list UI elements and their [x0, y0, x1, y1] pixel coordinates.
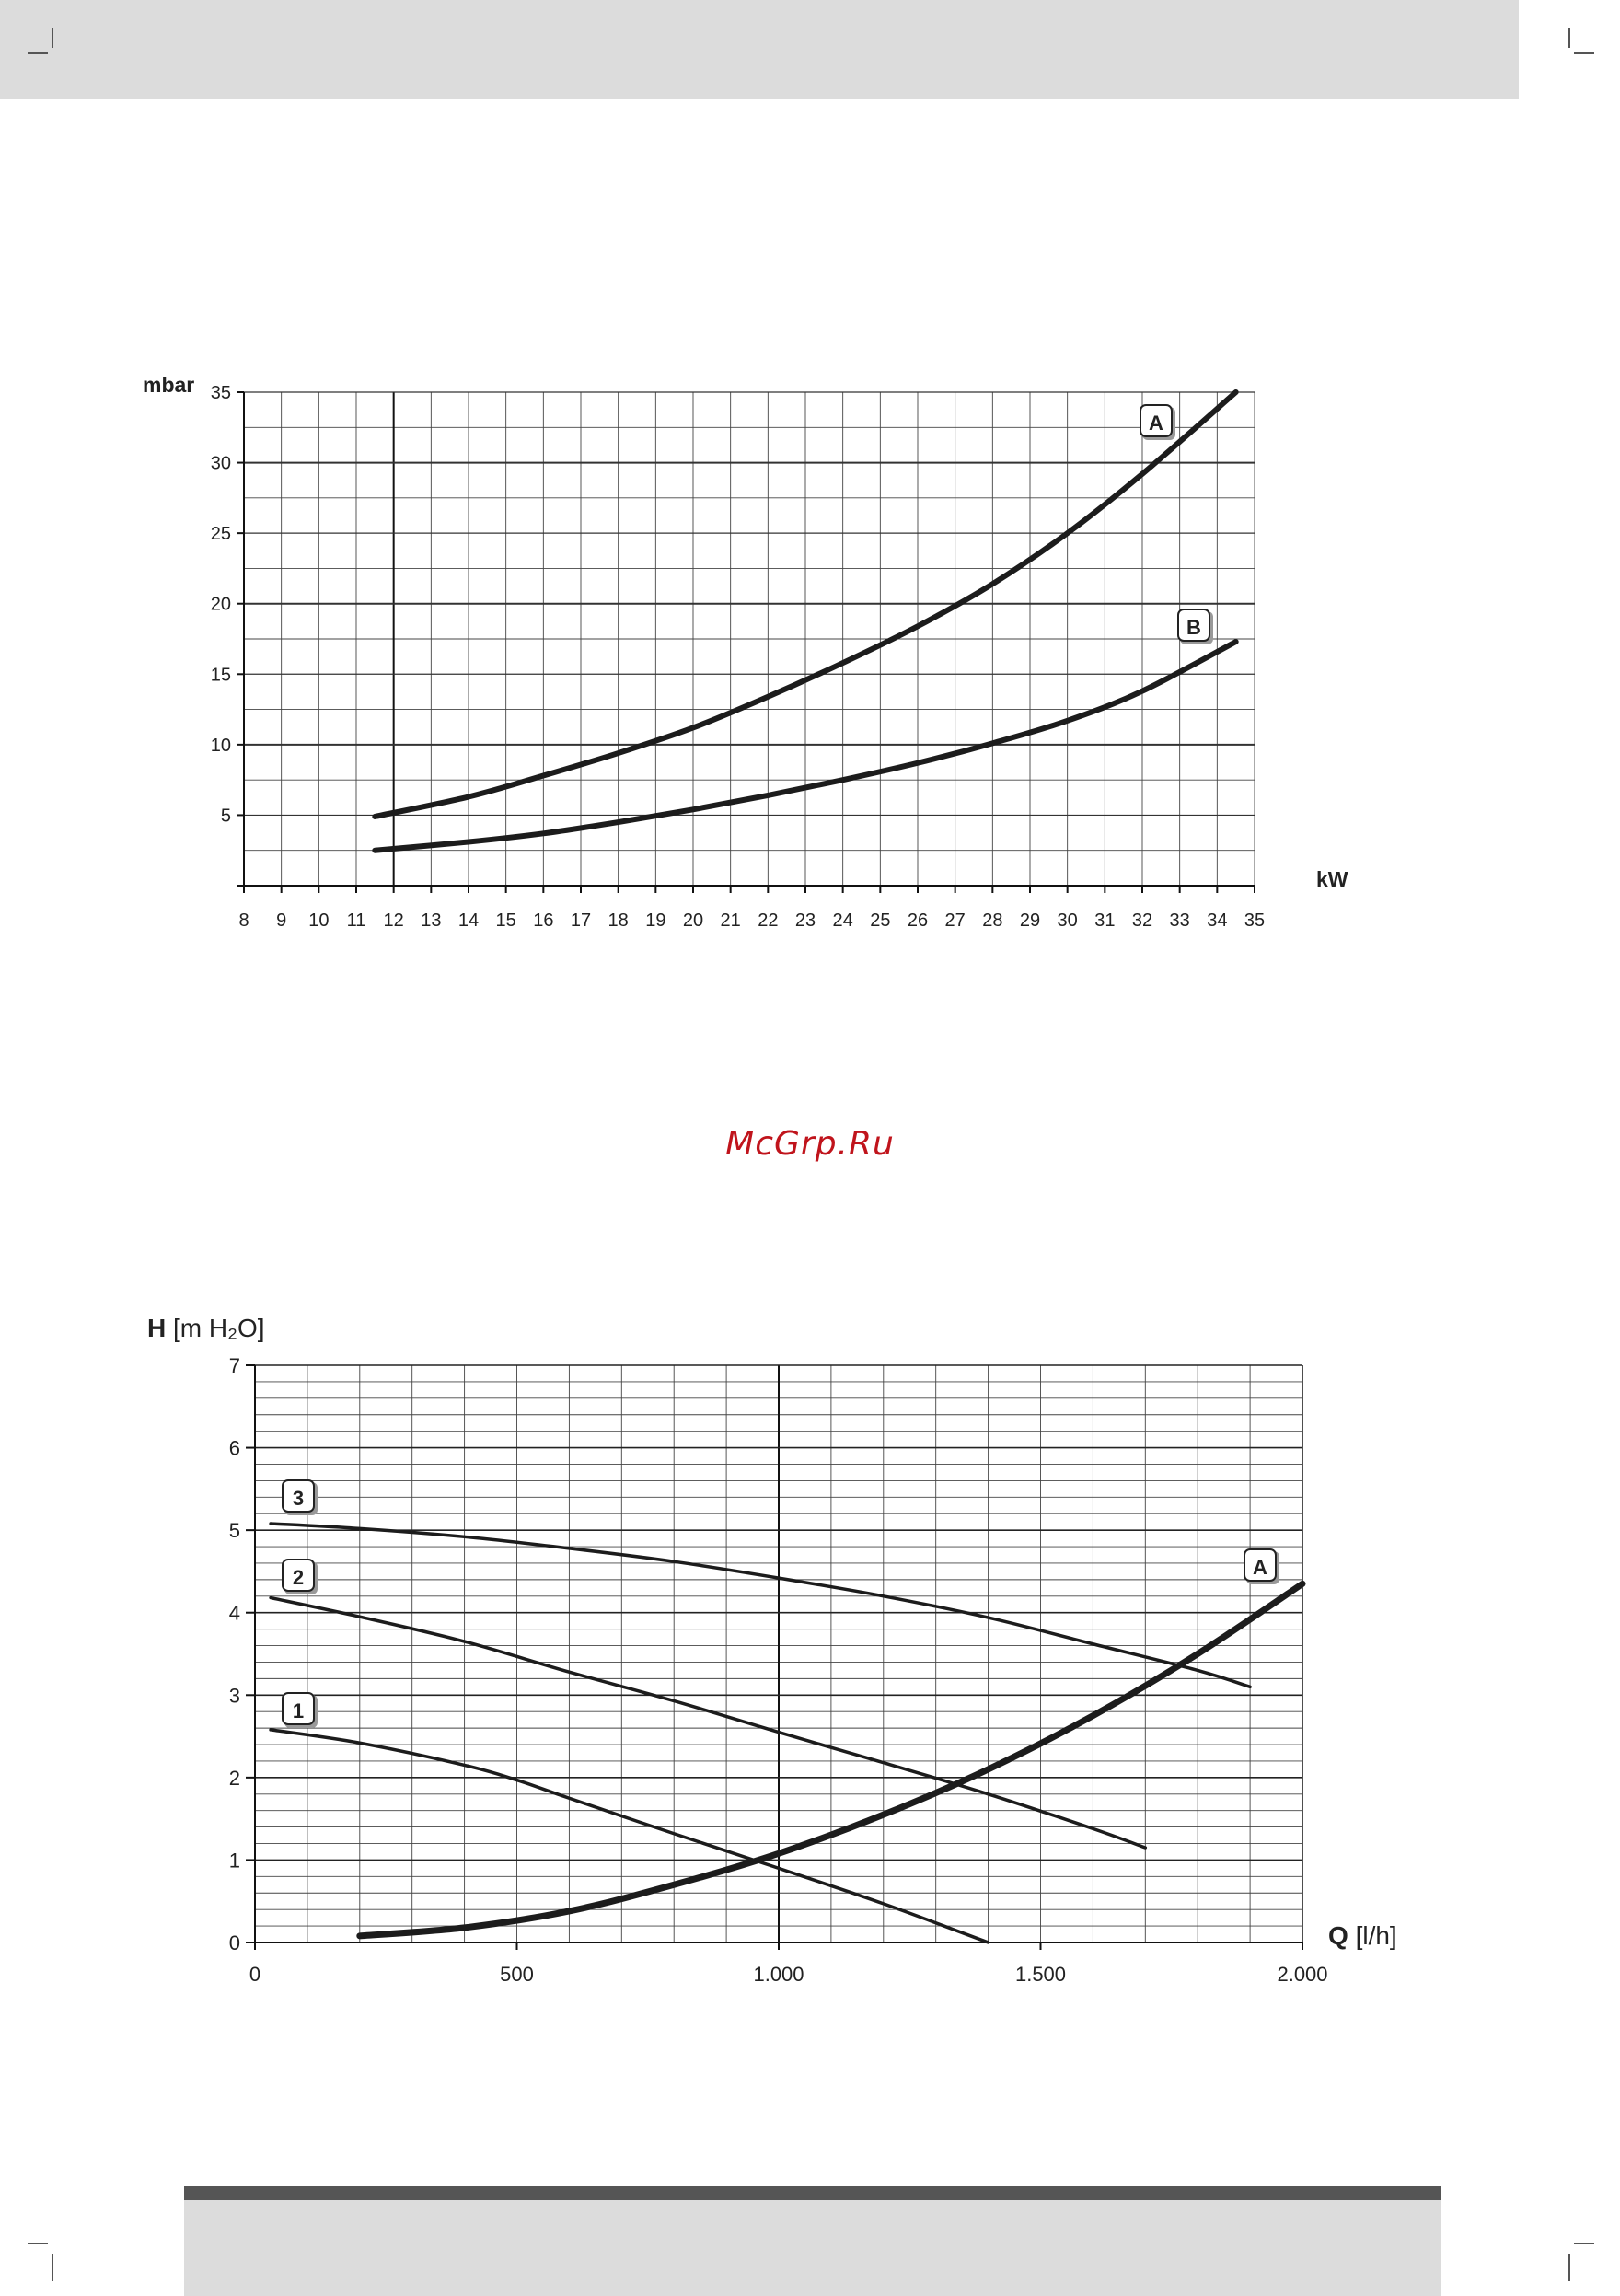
x-tick-label: 14 — [458, 910, 479, 931]
x-tick-label: 27 — [945, 910, 966, 931]
y-tick-label: 10 — [211, 736, 231, 756]
series-line-B — [372, 639, 1239, 853]
y-axis-label: H [m H₂O] — [147, 1314, 265, 1342]
x-tick-label: 17 — [571, 910, 591, 931]
series-badge-A-box — [1140, 404, 1173, 437]
footer-bar — [184, 2186, 1441, 2200]
footer-band — [184, 2200, 1441, 2296]
crop-mark-bottom-left-v — [52, 2254, 53, 2281]
watermark: McGrp.Ru — [725, 1125, 895, 1163]
crop-mark-top-right-v — [1568, 28, 1570, 48]
x-tick-label: 20 — [683, 910, 703, 931]
x-tick-label: 1.000 — [753, 1963, 804, 1986]
crop-mark-top-right-h — [1574, 52, 1594, 54]
x-axis-label: Q [l/h] — [1328, 1921, 1397, 1950]
series-badge-1-box — [282, 1692, 315, 1725]
y-tick-label: 20 — [211, 595, 231, 615]
series-line-A — [356, 1580, 1306, 1940]
series-line-1 — [269, 1728, 990, 1944]
crop-mark-bottom-left-h — [28, 2243, 48, 2244]
y-tick-label: 0 — [229, 1931, 240, 1954]
x-tick-label: 0 — [249, 1963, 260, 1986]
series-line-A — [372, 389, 1239, 819]
y-tick-label: 15 — [211, 665, 231, 685]
series-line-2 — [269, 1595, 1148, 1850]
x-tick-label: 15 — [496, 910, 516, 931]
x-tick-label: 25 — [870, 910, 890, 931]
series-badge-1-text: 1 — [293, 1699, 304, 1722]
x-tick-label: 30 — [1058, 910, 1078, 931]
series-badge-A-text: A — [1149, 412, 1163, 435]
x-tick-label: 22 — [758, 910, 778, 931]
x-tick-label: 26 — [908, 910, 928, 931]
x-tick-label: 28 — [982, 910, 1002, 931]
series-badge-B-text: B — [1186, 616, 1201, 639]
crop-mark-bottom-right-h — [1574, 2243, 1594, 2244]
y-tick-label: 6 — [229, 1437, 240, 1460]
y-tick-label: 30 — [211, 454, 231, 474]
x-tick-label: 1.500 — [1015, 1963, 1066, 1986]
x-tick-label: 29 — [1020, 910, 1040, 931]
x-axis-label: kW — [1316, 867, 1348, 891]
x-tick-label: 11 — [347, 910, 366, 931]
series-badge-2-box — [282, 1559, 315, 1592]
y-tick-label: 4 — [229, 1602, 240, 1625]
series-badge-2-text: 2 — [293, 1566, 304, 1589]
y-tick-label: 1 — [229, 1849, 240, 1872]
crop-mark-top-left-h — [28, 52, 48, 54]
y-tick-label: 35 — [211, 383, 231, 403]
y-tick-label: 2 — [229, 1767, 240, 1790]
y-axis-label: mbar — [143, 373, 194, 397]
x-tick-label: 16 — [533, 910, 553, 931]
x-tick-label: 18 — [608, 910, 629, 931]
x-tick-label: 8 — [238, 910, 249, 931]
crop-mark-top-left-v — [52, 28, 53, 48]
x-tick-label: 19 — [645, 910, 665, 931]
x-tick-label: 12 — [384, 910, 404, 931]
series-badge-A-text: A — [1253, 1556, 1267, 1579]
x-tick-label: 2.000 — [1277, 1963, 1327, 1986]
series-badge-B-box — [1177, 609, 1210, 642]
pressure-loss-chart: 5 10 15 20 25 30 35 8 9 10 11 12 13 14 15 16 17 18 19 20 21 2… — [143, 373, 1348, 931]
top-header-band — [0, 0, 1519, 99]
x-tick-label: 32 — [1132, 910, 1152, 931]
series-badge-3-text: 3 — [293, 1487, 304, 1510]
series-badge-A-box — [1244, 1548, 1277, 1582]
y-tick-label: 25 — [211, 524, 231, 544]
x-tick-label: 35 — [1244, 910, 1265, 931]
x-tick-label: 31 — [1094, 910, 1115, 931]
x-tick-label: 24 — [833, 910, 853, 931]
y-tick-label: 5 — [221, 806, 231, 826]
pump-head-chart: 0 1 2 3 4 5 6 7 0 500 1.000 1.500 2.000 H [m H₂O] Q [l… — [147, 1314, 1397, 1986]
x-tick-label: 23 — [795, 910, 816, 931]
x-tick-label: 33 — [1170, 910, 1190, 931]
y-tick-label: 5 — [229, 1519, 240, 1542]
x-tick-label: 34 — [1207, 910, 1227, 931]
y-tick-label: 3 — [229, 1684, 240, 1707]
x-tick-label: 10 — [308, 910, 329, 931]
y-tick-label: 7 — [229, 1354, 240, 1377]
series-badge-3-box — [282, 1479, 315, 1513]
x-tick-label: 21 — [721, 910, 741, 931]
series-line-3 — [269, 1522, 1252, 1689]
x-tick-label: 13 — [421, 910, 441, 931]
crop-mark-bottom-right-v — [1568, 2254, 1570, 2281]
x-tick-label: 500 — [500, 1963, 534, 1986]
x-tick-label: 9 — [276, 910, 286, 931]
